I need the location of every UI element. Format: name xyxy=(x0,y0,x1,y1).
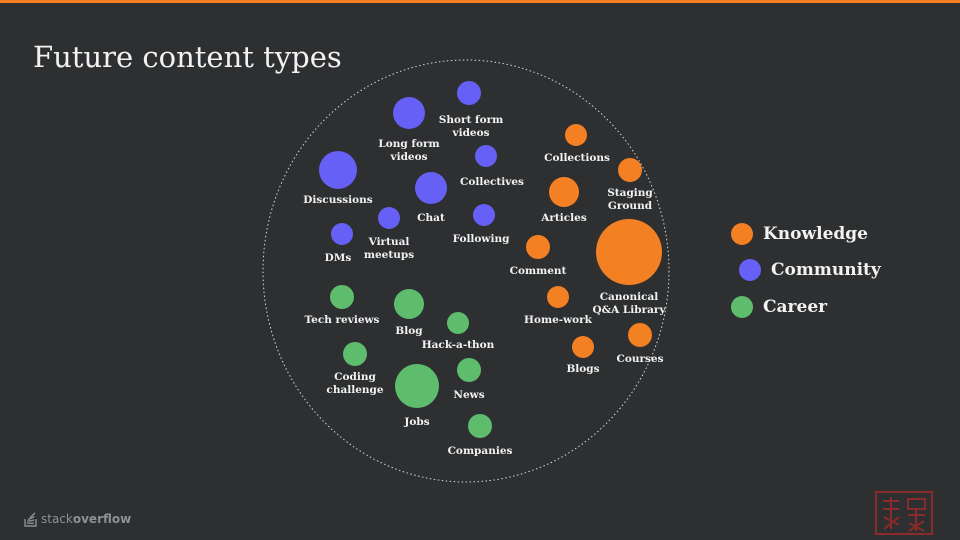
label-chat: Chat xyxy=(417,212,445,224)
stack-overflow-logo-icon xyxy=(24,512,37,527)
label-companies: Companies xyxy=(447,445,513,457)
bubble-home-work xyxy=(547,286,569,308)
label-courses: Courses xyxy=(616,353,664,365)
legend-community-label: Community xyxy=(771,260,881,280)
label-tech-reviews: Tech reviews xyxy=(304,314,380,326)
bubble-canonical-qanda-library xyxy=(596,219,662,285)
label-long-form-videos: Long form videos xyxy=(378,138,440,163)
bubble-discussions xyxy=(319,151,357,189)
bubble-virtual-meetups xyxy=(378,207,400,229)
bubble-comment xyxy=(526,235,550,259)
bubble-companies xyxy=(468,414,492,438)
label-articles: Articles xyxy=(541,212,587,224)
label-jobs: Jobs xyxy=(404,416,430,428)
bubble-following xyxy=(473,204,495,226)
bubble-staging-ground xyxy=(618,158,642,182)
bubble-short-form-videos xyxy=(457,81,481,105)
legend-knowledge-dot xyxy=(731,223,753,245)
bubble-chat xyxy=(415,172,447,204)
bubble-blog xyxy=(394,289,424,319)
label-following: Following xyxy=(452,233,510,245)
bubble-blogs xyxy=(572,336,594,358)
label-discussions: Discussions xyxy=(303,194,373,206)
legend-career-label: Career xyxy=(763,297,828,317)
label-short-form-videos: Short form videos xyxy=(438,114,504,139)
page-title: Future content types xyxy=(33,40,342,74)
bubble-courses xyxy=(628,323,652,347)
label-home-work: Home-work xyxy=(524,314,592,326)
label-collectives: Collectives xyxy=(460,176,524,188)
legend-career-dot xyxy=(731,296,753,318)
label-coding-challenge: Coding challenge xyxy=(326,371,384,396)
bubble-news xyxy=(457,358,481,382)
bubble-tech-reviews xyxy=(330,285,354,309)
label-canonical-qanda-library: Canonical Q&A Library xyxy=(592,291,666,316)
bubble-long-form-videos xyxy=(393,97,425,129)
label-collections: Collections xyxy=(544,152,610,164)
legend-community-dot xyxy=(739,259,761,281)
logo-wordmark: stackoverflow xyxy=(41,512,132,526)
label-blog: Blog xyxy=(395,325,423,337)
label-blogs: Blogs xyxy=(566,363,600,375)
bubble-collectives xyxy=(475,145,497,167)
label-hack-a-thon: Hack-a-thon xyxy=(421,339,495,351)
label-virtual-meetups: Virtual meetups xyxy=(363,236,415,261)
legend-knowledge-label: Knowledge xyxy=(763,224,868,244)
accent-bar xyxy=(0,0,960,3)
label-news: News xyxy=(453,389,485,401)
bubble-coding-challenge xyxy=(343,342,367,366)
label-dms: DMs xyxy=(324,252,352,264)
label-comment: Comment xyxy=(509,265,567,277)
label-staging-ground: Staging Ground xyxy=(607,187,653,212)
bubble-jobs xyxy=(395,364,439,408)
seal-stamp xyxy=(875,491,933,535)
bubble-articles xyxy=(549,177,579,207)
bubble-collections xyxy=(565,124,587,146)
bubble-dms xyxy=(331,223,353,245)
bubble-hack-a-thon xyxy=(447,312,469,334)
outer-circle xyxy=(262,59,670,483)
